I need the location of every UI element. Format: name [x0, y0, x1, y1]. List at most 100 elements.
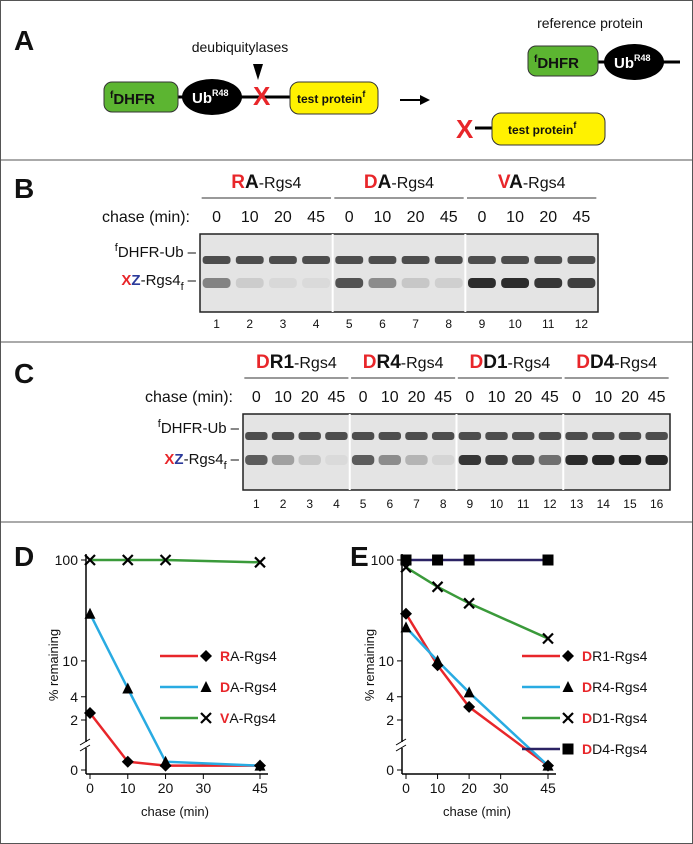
sup: f [110, 90, 114, 101]
lane-number: 4 [333, 497, 340, 511]
lane-number: 1 [213, 317, 220, 331]
band [431, 455, 455, 465]
legend-label: VA-Rgs4 [220, 710, 276, 726]
y-axis-label: % remaining [362, 629, 377, 701]
marker [84, 607, 96, 619]
tick: – [188, 272, 197, 289]
band [235, 278, 264, 288]
band [378, 432, 401, 440]
chase-time: 10 [594, 389, 612, 406]
y-tick-label: 10 [378, 653, 394, 669]
band [618, 432, 642, 440]
band [645, 432, 668, 440]
marker [200, 650, 212, 662]
test-text: test proteinf [508, 120, 577, 137]
band [592, 455, 615, 465]
chase-time: 20 [514, 389, 532, 406]
marker [122, 554, 134, 566]
x-tick-label: 20 [461, 780, 477, 796]
legend-label: DR1-Rgs4 [582, 648, 648, 664]
marker [463, 554, 475, 566]
test-box [491, 112, 606, 146]
x-residue: X [456, 114, 474, 144]
chase-time: 10 [488, 389, 506, 406]
chase-label: chase (min): [145, 389, 233, 406]
x: X [164, 451, 174, 468]
series-line [405, 566, 549, 640]
y-tick-label: 4 [70, 689, 78, 705]
ub-text: UbR48 [614, 53, 651, 72]
series-line [88, 613, 261, 767]
chase-time: 20 [407, 209, 425, 226]
ub: Ub [614, 55, 634, 72]
band [512, 455, 535, 465]
marker [432, 654, 444, 666]
marker [84, 554, 96, 566]
sup: f [573, 120, 577, 130]
y-tick-label: 10 [62, 653, 78, 669]
band [368, 278, 397, 288]
marker [542, 554, 554, 566]
band [565, 455, 588, 465]
band [245, 455, 268, 465]
marker [122, 682, 134, 694]
band [351, 432, 375, 440]
chase-time: 45 [307, 209, 325, 226]
z: Z [174, 451, 183, 468]
band [298, 432, 321, 440]
chase-time: 0 [477, 209, 486, 226]
marker [562, 712, 574, 724]
group-header: RA-Rgs4 [231, 172, 301, 193]
marker [200, 712, 212, 724]
label: -Rgs4 [141, 272, 181, 289]
chase-time: 45 [573, 209, 591, 226]
dhfr: DHFR [537, 55, 579, 72]
band-label: XZ-Rgs4f – [164, 451, 239, 472]
test-box [289, 81, 379, 115]
lane-number: 12 [543, 497, 557, 511]
band [268, 278, 297, 288]
chase-time: 20 [301, 389, 319, 406]
legend-label: DD1-Rgs4 [582, 710, 648, 726]
x-tick-label: 0 [86, 780, 94, 796]
lane-number: 8 [440, 497, 447, 511]
x-residue: X [253, 81, 271, 111]
band [401, 278, 430, 288]
band [401, 256, 430, 264]
band [325, 432, 348, 440]
legend-label: RA-Rgs4 [220, 648, 277, 664]
x-tick-label: 20 [158, 780, 174, 796]
panel-label: C [14, 358, 34, 389]
group-header: DD1-Rgs4 [470, 352, 551, 373]
chase-time: 45 [328, 389, 346, 406]
panel-label: B [14, 173, 34, 204]
band [592, 432, 615, 440]
band [405, 432, 428, 440]
sub: f [224, 460, 228, 472]
x-tick-label: 30 [493, 780, 509, 796]
band [434, 278, 463, 288]
x-axis-label: chase (min) [141, 804, 209, 819]
band [335, 256, 364, 264]
legend-label: DR4-Rgs4 [582, 679, 648, 695]
chase-time: 10 [374, 209, 392, 226]
lane-number: 5 [360, 497, 367, 511]
band [534, 256, 563, 264]
x: X [121, 272, 131, 289]
marker [432, 554, 444, 566]
y-tick-label: 100 [55, 552, 79, 568]
chase-time: 45 [440, 209, 458, 226]
lane-number: 3 [280, 317, 287, 331]
sup: R48 [634, 53, 651, 63]
panel-label: A [14, 25, 34, 56]
band [467, 256, 496, 264]
sup: f [362, 89, 366, 99]
axis-break-gap [80, 742, 92, 749]
chase-time: 10 [241, 209, 259, 226]
arrowhead [253, 64, 263, 80]
cleavage-label: deubiquitylases [192, 39, 289, 55]
axis-break-gap [396, 742, 408, 749]
group-header: VA-Rgs4 [498, 172, 566, 193]
chase-time: 20 [621, 389, 639, 406]
dhfr-text: fDHFR [110, 90, 155, 108]
